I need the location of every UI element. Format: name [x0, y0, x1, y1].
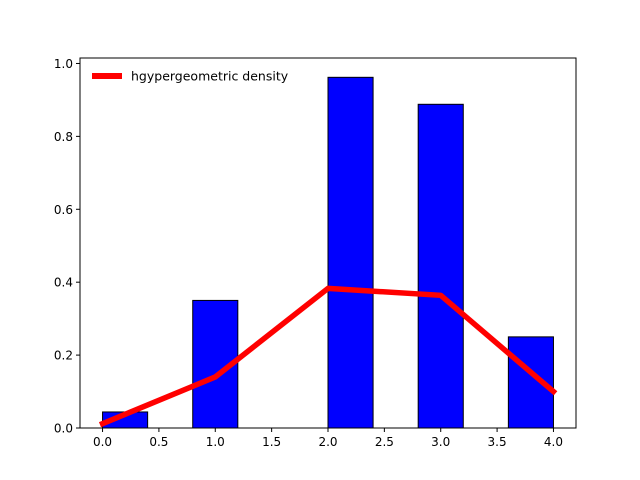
y-tick-label-1: 0.2 — [54, 349, 73, 363]
x-tick-label-4: 2.0 — [318, 435, 337, 449]
x-tick-label-8: 4.0 — [544, 435, 563, 449]
x-tick-label-0: 0.0 — [93, 435, 112, 449]
y-axis: 0.0 0.2 0.4 0.6 0.8 1.0 — [54, 57, 80, 436]
y-tick-label-0: 0.0 — [54, 422, 73, 436]
bar-3 — [417, 103, 464, 429]
x-tick-label-1: 0.5 — [149, 435, 168, 449]
x-tick-label-6: 3.0 — [431, 435, 450, 449]
legend-label: hgypergeometric density — [131, 69, 289, 84]
y-tick-label-2: 0.4 — [54, 276, 73, 290]
y-tick-label-3: 0.6 — [54, 203, 73, 217]
bar-2 — [327, 76, 374, 429]
y-tick-label-4: 0.8 — [54, 130, 73, 144]
x-axis: 0.0 0.5 1.0 1.5 2.0 2.5 3.0 3.5 4.0 — [93, 428, 563, 449]
x-tick-label-2: 1.0 — [206, 435, 225, 449]
legend: hgypergeometric density — [92, 69, 289, 84]
line-layer — [98, 285, 558, 428]
y-tick-label-5: 1.0 — [54, 57, 73, 71]
x-tick-label-7: 3.5 — [488, 435, 507, 449]
x-tick-label-3: 1.5 — [262, 435, 281, 449]
x-tick-label-5: 2.5 — [375, 435, 394, 449]
